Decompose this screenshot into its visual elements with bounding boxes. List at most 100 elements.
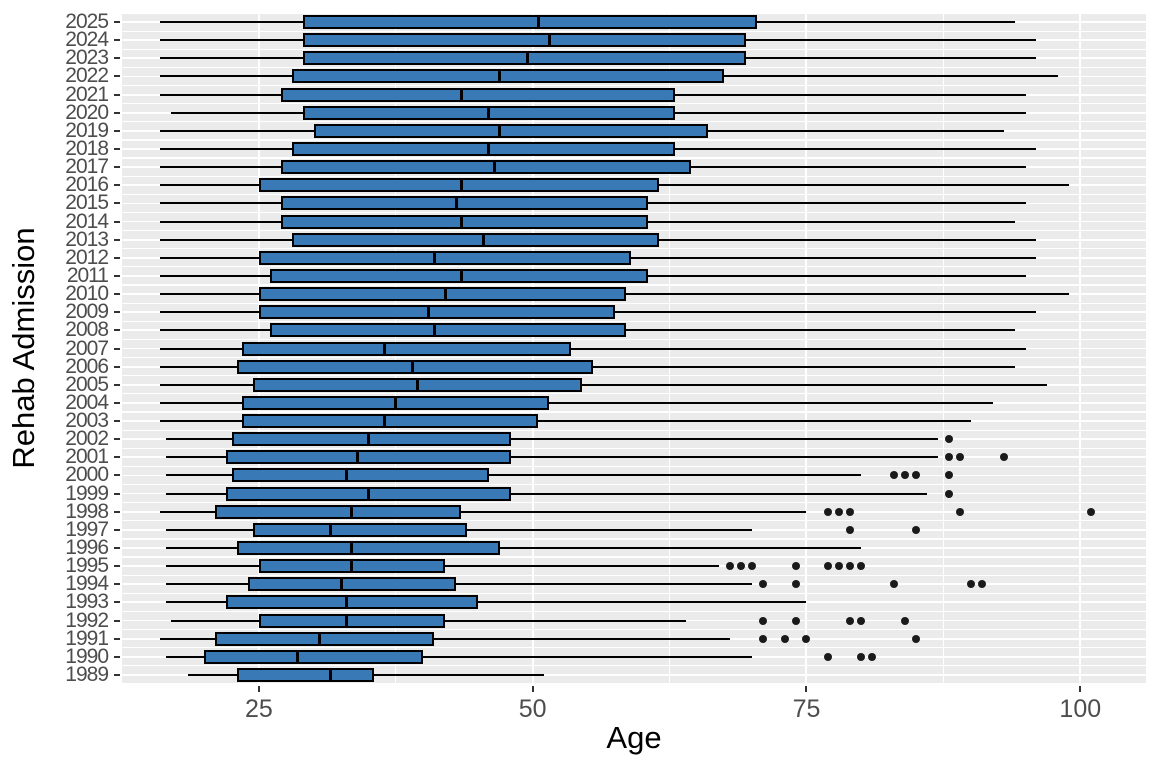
outlier-point — [944, 471, 953, 480]
median-line — [416, 377, 420, 392]
y-tick-mark — [114, 166, 120, 169]
y-tick-mark — [114, 329, 120, 332]
gridline-minor-y — [122, 465, 1146, 467]
y-tick-mark — [114, 347, 120, 350]
gridline-minor-y — [122, 592, 1146, 594]
y-tick-mark — [114, 420, 120, 423]
outlier-point — [791, 580, 800, 589]
gridline-minor-y — [122, 556, 1146, 558]
y-tick-mark — [114, 383, 120, 386]
gridline-minor-y — [122, 248, 1146, 250]
iqr-box — [291, 232, 659, 247]
whisker-line — [165, 474, 862, 477]
outlier-point — [901, 471, 910, 480]
outlier-point — [966, 580, 975, 589]
gridline-minor-y — [122, 375, 1146, 377]
y-tick-label: 1996 — [65, 535, 109, 559]
y-tick-label: 2025 — [65, 10, 109, 34]
y-tick-mark — [114, 365, 120, 368]
gridline-minor-y — [122, 647, 1146, 649]
y-tick-mark — [114, 637, 120, 640]
median-line — [366, 486, 370, 501]
x-tick-label: 50 — [518, 695, 547, 723]
outlier-point — [846, 562, 855, 571]
outlier-point — [846, 525, 855, 534]
outlier-point — [977, 580, 986, 589]
plot-panel — [122, 13, 1146, 684]
y-tick-label: 2020 — [65, 100, 109, 124]
outlier-point — [912, 634, 920, 643]
gridline-minor-y — [122, 103, 1146, 105]
y-tick-label: 2000 — [65, 463, 109, 487]
outlier-point — [835, 562, 844, 571]
y-tick-label: 2003 — [65, 409, 109, 433]
outlier-point — [758, 634, 767, 643]
median-line — [492, 160, 496, 175]
iqr-box — [236, 667, 374, 682]
median-line — [339, 577, 343, 592]
median-line — [350, 559, 354, 574]
y-tick-mark — [114, 184, 120, 187]
whisker-line — [165, 601, 807, 604]
outlier-point — [857, 616, 866, 625]
y-tick-label: 2001 — [65, 445, 109, 469]
outlier-point — [758, 616, 767, 625]
outlier-point — [747, 562, 756, 571]
gridline-minor-y — [122, 429, 1146, 431]
x-axis-title: Age — [606, 720, 662, 755]
median-line — [432, 323, 436, 338]
iqr-box — [247, 577, 457, 592]
outlier-point — [758, 580, 767, 589]
median-line — [536, 15, 540, 30]
y-tick-mark — [114, 202, 120, 205]
y-tick-label: 1997 — [65, 517, 109, 541]
y-tick-mark — [114, 655, 120, 658]
gridline-minor-y — [122, 48, 1146, 50]
whisker-line — [165, 546, 862, 549]
outlier-point — [890, 471, 899, 480]
median-line — [460, 87, 463, 102]
median-line — [427, 305, 431, 320]
median-line — [394, 395, 398, 410]
x-tick-mark — [257, 686, 260, 692]
outlier-point — [944, 435, 953, 444]
outlier-point — [824, 507, 833, 516]
outlier-point — [890, 580, 899, 589]
y-tick-mark — [114, 111, 120, 114]
median-line — [454, 196, 458, 211]
x-tick-mark — [1079, 686, 1082, 692]
iqr-box — [231, 468, 489, 483]
outlier-point — [901, 616, 910, 625]
gridline-minor-y — [122, 574, 1146, 576]
y-tick-label: 1993 — [65, 590, 109, 614]
iqr-box — [258, 305, 615, 320]
median-line — [350, 540, 354, 555]
outlier-point — [835, 507, 844, 516]
y-tick-mark — [114, 75, 120, 78]
outlier-point — [846, 507, 855, 516]
y-tick-mark — [114, 492, 120, 495]
y-tick-label: 2013 — [65, 227, 109, 251]
gridline-minor-y — [122, 320, 1146, 322]
gridline-minor-y — [122, 520, 1146, 522]
median-line — [487, 105, 491, 120]
median-line — [498, 123, 502, 138]
median-line — [547, 33, 551, 48]
median-line — [443, 287, 447, 302]
y-tick-label: 2012 — [65, 245, 109, 269]
iqr-box — [226, 595, 478, 610]
gridline-minor-y — [122, 356, 1146, 359]
y-tick-label: 1995 — [65, 554, 109, 578]
y-tick-mark — [114, 510, 120, 513]
gridline-minor-y — [122, 13, 1146, 14]
whisker-line — [160, 637, 730, 640]
iqr-box — [291, 69, 725, 84]
y-tick-label: 2007 — [65, 336, 109, 360]
outlier-point — [791, 616, 800, 625]
iqr-box — [253, 522, 467, 537]
y-tick-label: 2021 — [65, 82, 109, 106]
gridline-minor-y — [122, 84, 1146, 87]
y-tick-label: 2009 — [65, 300, 109, 324]
gridline-minor-y — [122, 538, 1146, 540]
